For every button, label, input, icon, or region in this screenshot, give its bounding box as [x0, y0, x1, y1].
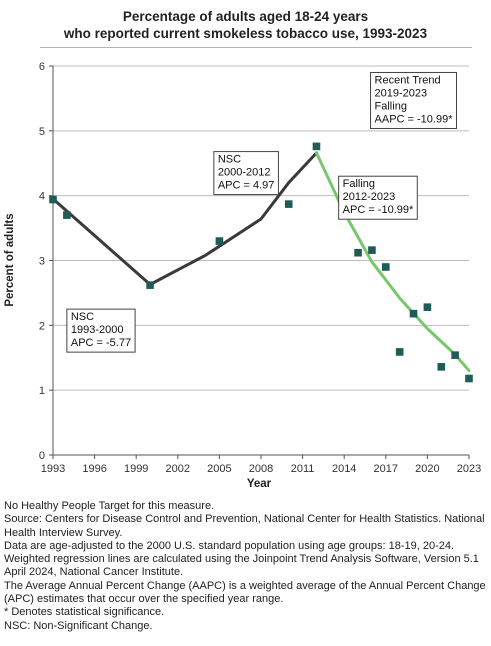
annotation-line: NSC: [218, 154, 241, 166]
y-tick-label: 2: [39, 320, 45, 332]
footnote-aapc: The Average Annual Percent Change (AAPC)…: [4, 579, 486, 606]
x-tick-label: 1999: [124, 463, 148, 475]
x-tick-label: 1993: [41, 463, 65, 475]
y-tick-label: 3: [39, 256, 45, 268]
annotation-frame: [213, 151, 279, 196]
annotation-frame: [338, 175, 418, 220]
x-tick-label: 2011: [291, 463, 315, 475]
data-point: [465, 374, 473, 383]
footnote-nsc: NSC: Non-Significant Change.: [4, 619, 153, 632]
grid-lines: [53, 65, 469, 391]
y-tick-label: 0: [39, 450, 45, 462]
title-divider: [40, 47, 472, 48]
x-tick-label: 2017: [374, 463, 398, 475]
annotation-frame: [370, 71, 458, 129]
data-point: [451, 351, 459, 359]
footnote-target: No Healthy People Target for this measur…: [4, 500, 215, 512]
data-point: [49, 195, 57, 204]
axes: 0 1 2 3 4 5 6 1993 1996 1999 2002 2005 2008 2011 2014 2…: [39, 61, 481, 475]
data-point: [146, 281, 154, 289]
annotation-line: APC = -10.99*: [343, 204, 414, 216]
x-tick-label: 2020: [415, 463, 439, 475]
y-tick-label: 6: [39, 61, 45, 73]
annotation-line: Falling: [343, 178, 375, 190]
annotation-line: 2000-2012: [218, 167, 271, 179]
x-tick-label: 2008: [249, 463, 273, 475]
annotation-line: 2012-2023: [343, 191, 396, 203]
data-point: [368, 246, 376, 254]
y-tick-label: 5: [39, 126, 45, 138]
annotation-line: 1993-2000: [71, 324, 124, 336]
data-point: [409, 309, 418, 318]
x-tick-label: 2023: [457, 463, 481, 475]
footnote-source: Source: Centers for Disease Control and …: [4, 513, 485, 539]
x-tick-label: 1996: [82, 463, 106, 475]
annotation-line: AAPC = -10.99*: [375, 113, 454, 125]
chart-title-line-1: Percentage of adults aged 18-24 years: [122, 9, 369, 24]
trend-line-segment: [148, 151, 318, 286]
data-point: [312, 142, 321, 151]
y-tick-label: 1: [39, 385, 45, 397]
annotation-line: Recent Trend: [375, 74, 441, 86]
annotation-line: APC = 4.97: [218, 180, 275, 192]
data-point: [423, 303, 432, 311]
data-point: [395, 348, 404, 356]
annotation-line: 2019-2023: [375, 87, 428, 99]
data-point: [63, 211, 71, 219]
x-tick-label: 2002: [166, 463, 190, 475]
x-tick-label: 2014: [332, 463, 356, 475]
chart-title-line-2: who reported current smokeless tobacco u…: [63, 26, 428, 41]
footnote-age-adjustment: Data are age-adjusted to the 2000 U.S. s…: [4, 539, 455, 552]
y-tick-label: 4: [39, 191, 45, 203]
annotation-line: APC = -5.77: [71, 337, 131, 349]
data-point: [382, 263, 390, 271]
annotation-line: Falling: [375, 100, 407, 112]
y-axis-title: Percent of adults: [4, 213, 16, 306]
data-point: [284, 200, 293, 208]
data-point: [215, 237, 224, 245]
data-point: [354, 248, 362, 257]
x-axis-title: Year: [247, 478, 272, 490]
chart-svg: 0 1 2 3 4 5 6 1993 1996 1999 2002 2005 2008 2011 2014 2…: [4, 61, 481, 490]
footnotes: No Healthy People Target for this measur…: [4, 500, 488, 633]
annotation-line: NSC: [71, 311, 94, 323]
x-tick-label: 2005: [207, 463, 231, 475]
data-points: [49, 142, 473, 383]
chart-title: Percentage of adults aged 18-24 years wh…: [0, 8, 491, 42]
footnote-significance: * Denotes statistical significance.: [4, 606, 165, 619]
annotation-frame: [66, 308, 136, 353]
data-point: [437, 363, 446, 371]
footnote-regression: Weighted regression lines are calculated…: [4, 553, 479, 579]
